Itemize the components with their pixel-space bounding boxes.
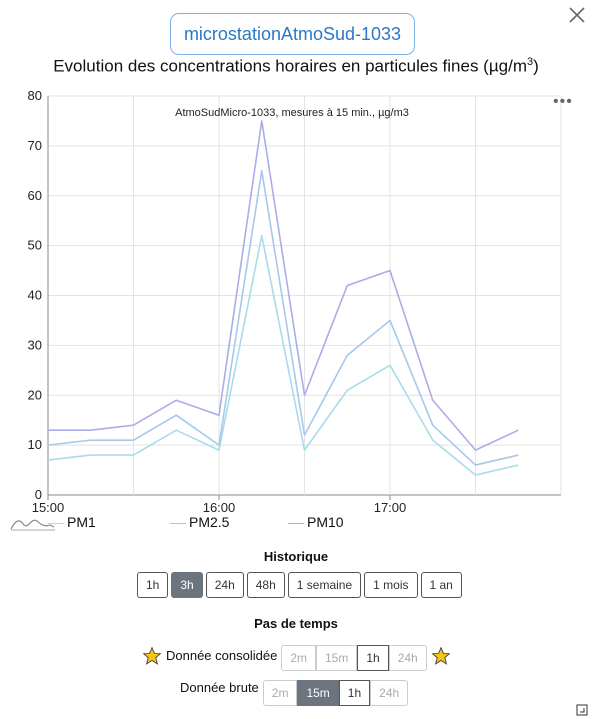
x-tick-label: 15:00 [32,500,65,515]
chart-title: Evolution des concentrations horaires en… [53,56,539,76]
close-icon[interactable] [566,4,588,26]
hist-1h-button[interactable]: 1h [137,572,169,598]
legend-pm10-swatch [288,522,304,524]
legend-pm25[interactable]: PM2.5 [170,514,229,530]
brute-2m-button[interactable]: 2m [262,680,298,706]
pm-line-chart: 0 10 20 30 40 50 60 70 80 15:00 16:00 17:00 AtmoSu… [28,88,562,515]
x-axis-ticks: 15:00 16:00 17:00 [32,495,407,515]
legend-pm1[interactable]: PM1 [48,514,96,530]
y-tick-label: 20 [28,387,42,402]
chart-grid [47,95,562,496]
hist-1semaine-button[interactable]: 1 semaine [287,572,362,598]
series-line-pm10 [48,120,519,451]
hist-24h-button[interactable]: 24h [205,572,244,598]
hist-48h-button[interactable]: 48h [246,572,285,598]
y-tick-label: 80 [28,88,42,103]
consolidee-label: Donnée consolidée [166,648,278,663]
y-tick-label: 10 [28,437,42,452]
cons-24h-button[interactable]: 24h [388,645,427,671]
hist-1mois-button[interactable]: 1 mois [364,572,418,598]
consolidee-row: Donnée consolidée 2m 15m 1h 24h [142,643,455,671]
brute-row: Donnée brute 2m 15m 1h 24h [180,679,409,706]
brute-label: Donnée brute [180,680,259,695]
historique-title: Historique [263,549,329,564]
x-tick-label: 17:00 [374,500,407,515]
y-axis-ticks: 0 10 20 30 40 50 60 70 80 [28,88,42,502]
consolidee-buttons: 2m 15m 1h 24h [281,645,427,671]
hist-3h-button[interactable]: 3h [171,572,203,598]
hist-1an-button[interactable]: 1 an [420,572,462,598]
resize-icon[interactable] [576,704,588,716]
legend-pm1-swatch [48,522,64,524]
dataset-zoom-icon[interactable] [10,515,56,531]
chart-menu-icon[interactable]: ••• [553,93,573,110]
brute-buttons: 2m 15m 1h 24h [262,680,409,706]
y-tick-label: 40 [28,288,42,303]
y-tick-label: 60 [28,188,42,203]
cons-15m-button[interactable]: 15m [315,645,358,671]
pas-de-temps-title: Pas de temps [254,616,338,631]
star-icon [142,646,162,665]
y-tick-label: 50 [28,238,42,253]
y-tick-label: 70 [28,138,42,153]
historique-buttons: 1h 3h 24h 48h 1 semaine 1 mois 1 an [137,572,465,598]
legend-pm10[interactable]: PM10 [288,514,344,530]
y-tick-label: 30 [28,337,42,352]
series-line-pm25 [47,170,519,466]
brute-15m-button[interactable]: 15m [297,680,339,706]
series-lines [47,120,519,476]
brute-24h-button[interactable]: 24h [370,680,409,706]
star-icon [431,646,451,665]
cons-2m-button[interactable]: 2m [281,645,316,671]
y-tick-label: 0 [35,487,42,502]
x-tick-label: 16:00 [203,500,236,515]
station-name-button[interactable]: microstationAtmoSud-1033 [170,13,415,55]
cons-1h-button[interactable]: 1h [357,645,389,671]
chart-subtitle: AtmoSudMicro-1033, mesures à 15 min., µg… [175,107,409,119]
legend-pm25-swatch [170,522,186,524]
brute-1h-button[interactable]: 1h [338,680,371,706]
series-line-pm1 [47,234,519,476]
